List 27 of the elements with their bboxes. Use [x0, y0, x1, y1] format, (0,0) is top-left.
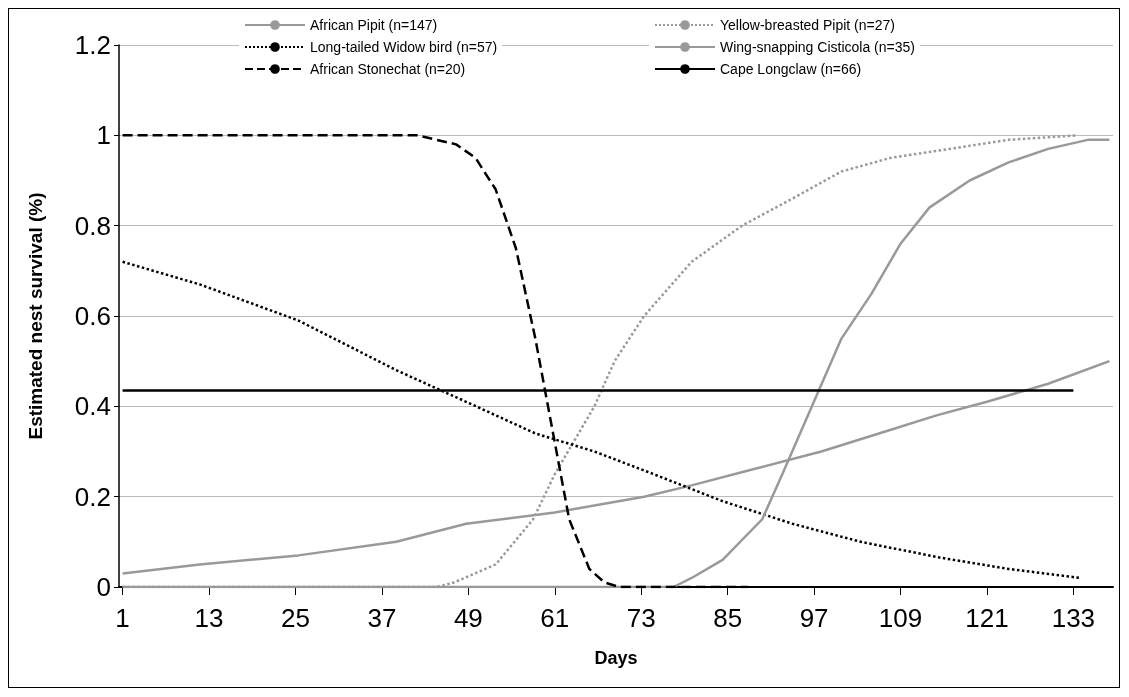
x-tick-label: 13 [194, 603, 224, 633]
x-tick-label: 121 [965, 603, 1009, 633]
x-tick-label: 25 [281, 603, 310, 633]
legend-label: Cape Longclaw (n=66) [720, 61, 862, 77]
x-tick-label: 1 [115, 603, 130, 633]
x-tick-label: 109 [878, 603, 923, 633]
y-tick-label: 1 [96, 120, 111, 151]
legend-label: Long-tailed Widow bird (n=57) [310, 39, 498, 55]
x-tick-label: 133 [1051, 603, 1096, 633]
legend-label: Wing-snapping Cisticola (n=35) [720, 39, 915, 55]
y-tick-label: 0 [96, 572, 111, 602]
x-tick-label: 37 [367, 603, 397, 633]
y-axis-title: Estimated nest survival (%) [25, 192, 46, 440]
y-tick-label: 0.8 [74, 210, 111, 241]
x-tick-label: 97 [799, 603, 829, 633]
x-tick-label: 61 [540, 603, 570, 633]
y-tick-label: 0.4 [74, 391, 111, 422]
legend-label: Yellow-breasted Pipit (n=27) [720, 17, 895, 33]
y-tick-label: 0.6 [74, 301, 111, 331]
y-tick-label: 0.2 [74, 481, 111, 512]
legend-label: African Pipit (n=147) [310, 17, 438, 33]
x-tick-label: 73 [626, 603, 656, 633]
x-tick-label: 85 [713, 603, 743, 633]
x-axis-title: Days [594, 648, 638, 668]
legend-label: African Stonechat (n=20) [310, 61, 466, 77]
x-tick-label: 49 [453, 603, 483, 633]
y-tick-label: 1.2 [74, 30, 111, 60]
